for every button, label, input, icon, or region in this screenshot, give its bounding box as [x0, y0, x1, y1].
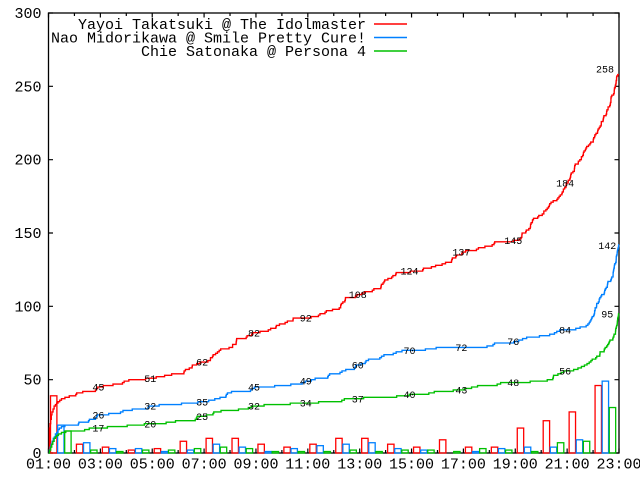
svg-text:62: 62	[196, 359, 208, 370]
svg-text:26: 26	[92, 412, 104, 423]
svg-text:17: 17	[92, 425, 104, 436]
svg-text:95: 95	[601, 311, 613, 322]
svg-text:250: 250	[14, 79, 41, 96]
svg-text:258: 258	[596, 66, 614, 77]
svg-text:142: 142	[598, 242, 616, 253]
svg-text:32: 32	[248, 403, 260, 414]
svg-text:05:00: 05:00	[130, 457, 175, 474]
svg-text:184: 184	[556, 180, 574, 191]
svg-text:70: 70	[403, 347, 415, 358]
svg-text:09:00: 09:00	[233, 457, 278, 474]
svg-text:48: 48	[507, 379, 519, 390]
svg-text:49: 49	[300, 378, 312, 389]
svg-text:25: 25	[196, 413, 208, 424]
svg-text:0: 0	[32, 446, 41, 463]
svg-text:300: 300	[14, 6, 41, 23]
svg-text:17:00: 17:00	[441, 457, 486, 474]
svg-text:13:00: 13:00	[337, 457, 382, 474]
svg-text:07:00: 07:00	[182, 457, 227, 474]
svg-text:37: 37	[352, 395, 364, 406]
svg-text:76: 76	[507, 338, 519, 349]
svg-text:20: 20	[144, 420, 156, 431]
svg-text:56: 56	[559, 368, 571, 379]
svg-text:43: 43	[455, 387, 467, 398]
svg-text:23:00: 23:00	[596, 457, 640, 474]
svg-text:72: 72	[455, 344, 467, 355]
svg-text:92: 92	[300, 315, 312, 326]
svg-text:137: 137	[452, 249, 470, 260]
svg-text:150: 150	[14, 226, 41, 243]
svg-text:Chie Satonaka @ Persona 4: Chie Satonaka @ Persona 4	[141, 44, 366, 61]
svg-text:200: 200	[14, 153, 41, 170]
svg-text:01:00: 01:00	[26, 457, 71, 474]
svg-text:40: 40	[403, 391, 415, 402]
svg-text:Nao Midorikawa @ Smile Pretty: Nao Midorikawa @ Smile Pretty Cure!	[51, 31, 366, 48]
svg-text:108: 108	[349, 291, 367, 302]
svg-text:51: 51	[144, 375, 156, 386]
svg-text:11:00: 11:00	[285, 457, 330, 474]
svg-text:124: 124	[400, 268, 418, 279]
svg-text:45: 45	[92, 384, 104, 395]
svg-text:19:00: 19:00	[493, 457, 538, 474]
svg-text:32: 32	[144, 403, 156, 414]
svg-text:03:00: 03:00	[78, 457, 123, 474]
svg-text:Yayoi Takatsuki @ The Idolmast: Yayoi Takatsuki @ The Idolmaster	[78, 17, 366, 34]
svg-text:34: 34	[300, 400, 312, 411]
svg-text:60: 60	[352, 362, 364, 373]
svg-text:84: 84	[559, 326, 571, 337]
svg-text:145: 145	[504, 237, 522, 248]
svg-text:82: 82	[248, 329, 260, 340]
svg-text:15:00: 15:00	[389, 457, 434, 474]
svg-text:45: 45	[248, 384, 260, 395]
svg-text:21:00: 21:00	[545, 457, 590, 474]
svg-text:50: 50	[23, 373, 41, 390]
svg-text:100: 100	[14, 299, 41, 316]
svg-text:35: 35	[196, 398, 208, 409]
